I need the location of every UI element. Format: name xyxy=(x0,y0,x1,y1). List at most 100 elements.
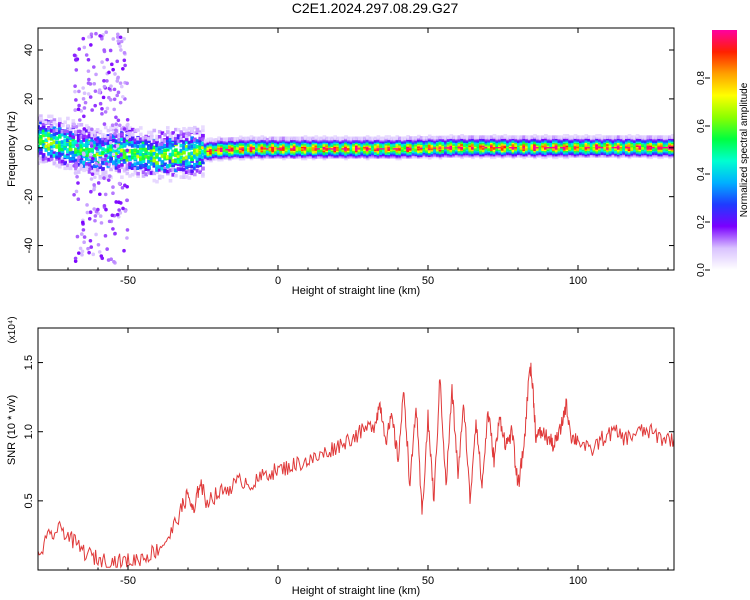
heatmap-cell xyxy=(174,148,178,152)
heatmap-cell xyxy=(133,151,138,156)
heatmap-cell xyxy=(179,143,184,148)
heatmap-cell xyxy=(87,130,92,134)
heatmap-cell xyxy=(171,152,175,156)
heatmap-cell xyxy=(107,219,112,224)
heatmap-cell xyxy=(130,166,135,170)
heatmap-cell xyxy=(128,126,132,130)
heatmap-cell xyxy=(141,159,146,164)
heatmap-cell xyxy=(171,173,175,177)
heatmap-cell xyxy=(106,155,111,160)
heatmap-cell xyxy=(98,34,102,38)
spectrogram-y-label: Frequency (Hz) xyxy=(6,111,18,187)
heatmap-cell xyxy=(133,168,138,173)
heatmap-cell xyxy=(201,155,205,160)
heatmap-cell xyxy=(93,214,98,218)
spectrogram-y-ticks: -40 -20 0 20 40 xyxy=(23,44,674,254)
heatmap-cell xyxy=(82,138,86,142)
heatmap-cell xyxy=(58,153,62,158)
heatmap-cell xyxy=(130,127,135,132)
heatmap-cell xyxy=(309,136,313,141)
heatmap-cell xyxy=(66,116,70,121)
x-tick-label: 50 xyxy=(422,575,434,587)
heatmap-cell xyxy=(55,136,59,141)
heatmap-cell xyxy=(517,135,521,139)
heatmap-cell xyxy=(147,130,151,135)
heatmap-cell xyxy=(176,156,181,161)
heatmap-cell xyxy=(66,138,70,143)
heatmap-cell xyxy=(311,136,316,141)
heatmap-cell xyxy=(152,178,157,183)
heatmap-cell xyxy=(136,154,140,159)
heatmap-cell xyxy=(113,231,117,236)
heatmap-cell xyxy=(552,135,556,139)
heatmap-cell xyxy=(58,144,62,149)
heatmap-cell xyxy=(44,138,49,143)
heatmap-cell xyxy=(193,131,197,135)
heatmap-cell xyxy=(319,136,324,141)
heatmap-cell xyxy=(198,157,202,161)
heatmap-cell xyxy=(130,132,135,137)
heatmap-cell xyxy=(76,138,81,143)
heatmap-cell xyxy=(184,155,189,160)
heatmap-cell xyxy=(77,47,82,51)
heatmap-cell xyxy=(74,150,78,154)
heatmap-cell xyxy=(74,68,79,72)
heatmap-cell xyxy=(88,238,93,243)
heatmap-cell xyxy=(38,161,40,166)
heatmap-cell xyxy=(184,128,189,133)
heatmap-cell xyxy=(87,133,92,138)
heatmap-cell xyxy=(109,133,113,137)
heatmap-cell xyxy=(498,135,502,139)
heatmap-cell xyxy=(179,151,184,156)
heatmap-cell xyxy=(152,148,157,153)
heatmap-cell xyxy=(98,101,103,106)
heatmap-cell xyxy=(168,159,173,163)
heatmap-cell xyxy=(184,170,189,175)
heatmap-cell xyxy=(160,131,165,135)
heatmap-cell xyxy=(95,128,100,132)
heatmap-cell xyxy=(166,126,170,130)
heatmap-cell xyxy=(76,123,81,127)
heatmap-cell xyxy=(182,156,186,161)
heatmap-cell xyxy=(49,114,54,119)
heatmap-cell xyxy=(95,136,100,141)
heatmap-cell xyxy=(101,133,105,137)
heatmap-cell xyxy=(79,151,84,156)
heatmap-cell xyxy=(606,135,610,139)
heatmap-cell xyxy=(85,142,89,147)
heatmap-cell xyxy=(86,58,91,62)
heatmap-cell xyxy=(38,150,40,155)
heatmap-cell xyxy=(554,135,559,139)
heatmap-cell xyxy=(187,143,192,148)
heatmap-cell xyxy=(90,148,94,152)
heatmap-cell xyxy=(60,129,65,134)
heatmap-cell xyxy=(44,120,49,125)
heatmap-cell xyxy=(141,148,146,152)
heatmap-cell xyxy=(166,164,170,168)
heatmap-cell xyxy=(77,118,82,122)
heatmap-cell xyxy=(105,247,109,251)
heatmap-cell xyxy=(122,137,127,142)
heatmap-cell xyxy=(79,167,84,171)
heatmap-cell xyxy=(90,127,94,132)
heatmap-cell xyxy=(75,234,80,239)
heatmap-cell xyxy=(187,176,192,180)
heatmap-cell xyxy=(114,134,119,138)
heatmap-cell xyxy=(166,147,170,152)
heatmap-cell xyxy=(247,136,251,141)
heatmap-cell xyxy=(39,120,43,125)
heatmap-cell xyxy=(187,163,192,168)
x-tick-label: -50 xyxy=(120,275,136,287)
spectrogram-panel: -50 0 50 100 -40 -20 0 20 40 Height of straight… xyxy=(6,27,675,297)
heatmap-cell xyxy=(49,141,54,146)
heatmap-cell xyxy=(355,136,359,141)
heatmap-cell xyxy=(123,183,127,188)
heatmap-cell xyxy=(149,171,154,175)
heatmap-cell xyxy=(115,32,120,37)
heatmap-cell xyxy=(122,157,127,162)
heatmap-cell xyxy=(174,173,178,178)
heatmap-cell xyxy=(149,160,154,164)
heatmap-cell xyxy=(125,135,130,140)
heatmap-cell xyxy=(527,135,532,139)
heatmap-cell xyxy=(206,137,211,142)
